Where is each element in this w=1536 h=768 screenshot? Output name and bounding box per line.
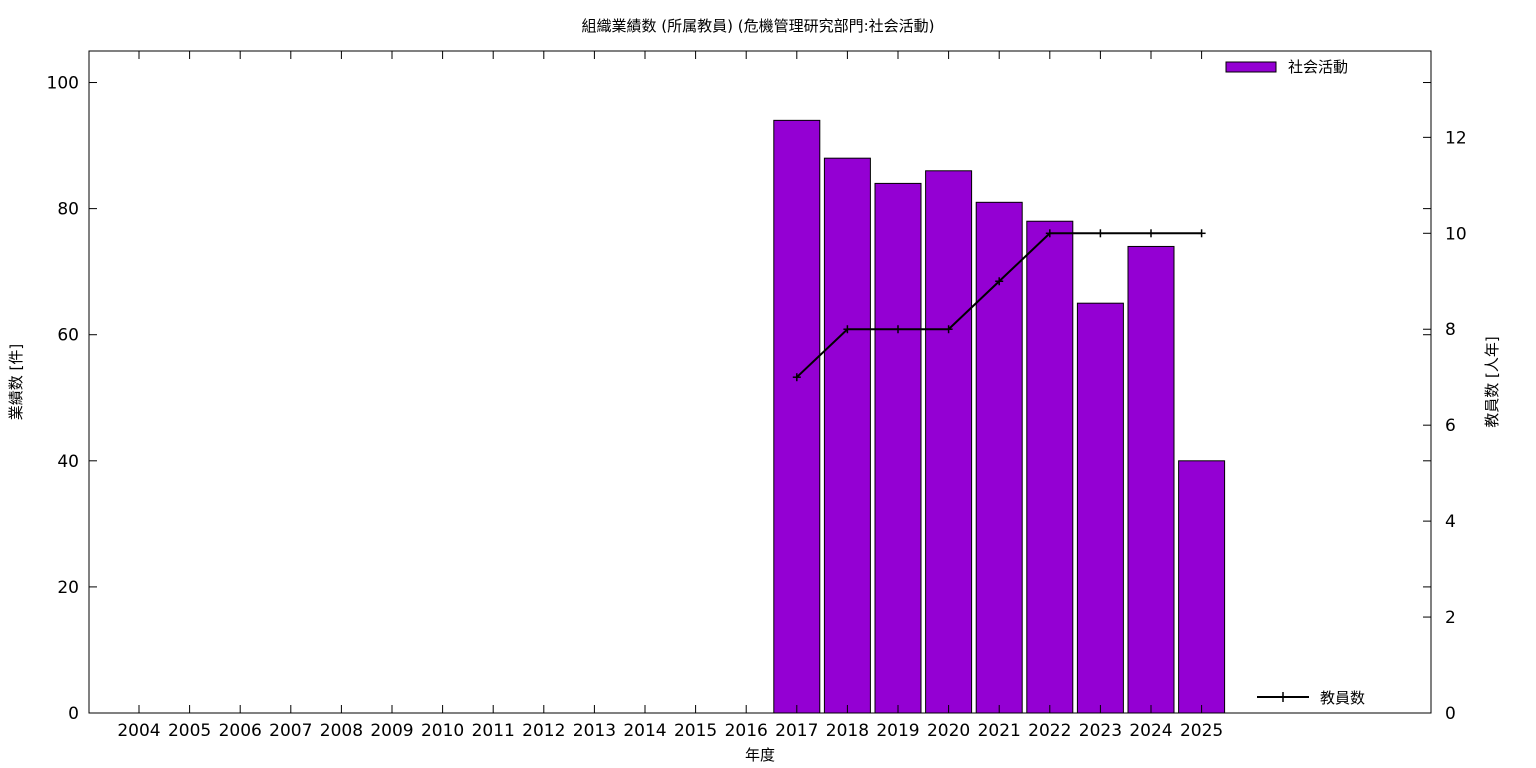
staff-point-2017 <box>792 373 801 382</box>
x-tick-label: 2010 <box>421 721 464 741</box>
legend-line: 教員数 <box>1257 689 1365 707</box>
x-tick-label: 2011 <box>472 721 515 741</box>
x-tick-label: 2019 <box>876 721 919 741</box>
bar-2019 <box>874 182 922 714</box>
y2-tick-label: 6 <box>1445 416 1456 436</box>
y2-tick-label: 8 <box>1445 320 1456 340</box>
bar-2021 <box>975 201 1023 714</box>
staff-point-2025 <box>1197 229 1206 238</box>
x-tick-label: 2022 <box>1028 721 1071 741</box>
bar-2025 <box>1178 460 1226 714</box>
bar-2022 <box>1026 220 1074 714</box>
bar-2023 <box>1076 302 1124 714</box>
bar-2017 <box>773 119 821 714</box>
x-tick-label: 2012 <box>522 721 565 741</box>
x-tick-label: 2024 <box>1129 721 1172 741</box>
y-tick-label: 0 <box>68 704 79 724</box>
x-tick-label: 2009 <box>370 721 413 741</box>
x-tick-label: 2013 <box>573 721 616 741</box>
x-tick-label: 2015 <box>674 721 717 741</box>
x-tick-label: 2005 <box>168 721 211 741</box>
bar-2024 <box>1127 245 1175 714</box>
bars-layer <box>773 119 1226 714</box>
y2-tick-label: 12 <box>1445 128 1467 148</box>
x-tick-label: 2004 <box>117 721 160 741</box>
plot-frame <box>88 50 1432 714</box>
legend-bar-swatch <box>1225 61 1277 73</box>
x-tick-label: 2016 <box>725 721 768 741</box>
x-tick-label: 2025 <box>1180 721 1223 741</box>
y2-tick-label: 2 <box>1445 608 1456 628</box>
x-tick-label: 2020 <box>927 721 970 741</box>
x-tick-label: 2007 <box>269 721 312 741</box>
y-tick-label: 80 <box>57 200 79 220</box>
y-tick-label: 60 <box>57 326 79 346</box>
legend-bars: 社会活動 <box>1225 58 1348 76</box>
x-tick-label: 2021 <box>978 721 1021 741</box>
y2-tick-label: 4 <box>1445 512 1456 532</box>
staff-point-2018 <box>843 325 852 334</box>
y-tick-label: 20 <box>57 578 79 598</box>
x-tick-label: 2017 <box>775 721 818 741</box>
x-tick-label: 2008 <box>320 721 363 741</box>
bar-2020 <box>925 170 973 714</box>
staff-point-2019 <box>894 325 902 334</box>
bar-2018 <box>823 157 871 714</box>
legend-bar-label: 社会活動 <box>1288 58 1348 76</box>
x-tick-label: 2023 <box>1079 721 1122 741</box>
line-layer <box>792 229 1206 382</box>
staff-point-2022 <box>1045 229 1054 238</box>
y2-tick-label: 10 <box>1445 224 1467 244</box>
staff-point-2021 <box>995 277 1004 286</box>
staff-point-2023 <box>1096 229 1105 238</box>
x-tick-label: 2018 <box>826 721 869 741</box>
axis-layer: 0 20 40 60 80 100 0 2 4 6 8 10 12 2004 2005 2006 2007 200… <box>47 51 1467 741</box>
y2-tick-label: 0 <box>1445 704 1456 724</box>
x-tick-label: 2014 <box>623 721 666 741</box>
staff-point-2024 <box>1147 229 1155 238</box>
y-axis-title: 業績数 [件] <box>7 344 25 420</box>
legend-line-label: 教員数 <box>1320 689 1365 707</box>
x-tick-label: 2006 <box>219 721 262 741</box>
chart-title: 組織業績数 (所属教員) (危機管理研究部門:社会活動) <box>581 17 934 35</box>
y-tick-label: 40 <box>57 452 79 472</box>
y2-axis-title: 教員数 [人年] <box>1483 336 1501 427</box>
y-tick-label: 100 <box>47 74 79 94</box>
x-axis-title: 年度 <box>745 746 775 764</box>
staff-point-2020 <box>944 325 953 334</box>
